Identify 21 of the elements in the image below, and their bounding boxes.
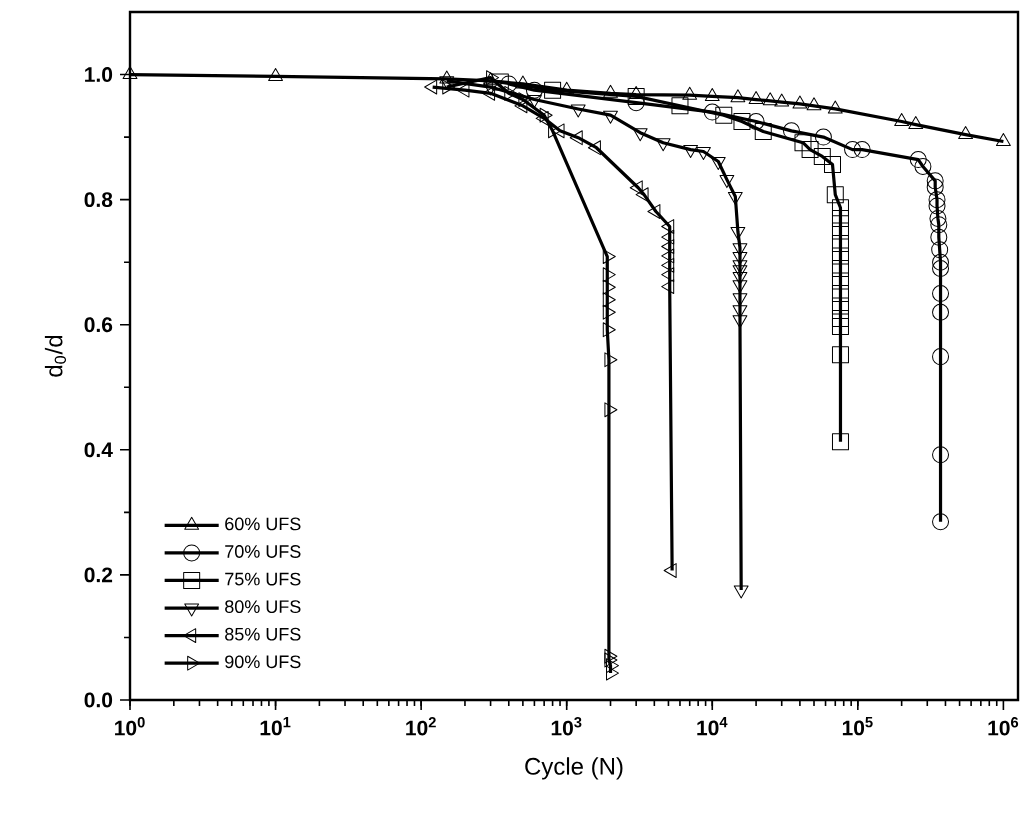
x-tick-label: 10$^{2}$: [406, 717, 436, 736]
y-tick-label: 0.6: [84, 317, 113, 333]
x-tick-label: 10$^{5}$: [842, 717, 873, 736]
x-tick-label: 10$^{6}$: [988, 717, 1019, 736]
legend-label: 90% UFS: [225, 655, 301, 669]
x-tick-label: 10$^{4}$: [697, 717, 728, 736]
x-tick-label: 10$^{3}$: [551, 717, 582, 736]
legend-label: 60% UFS: [225, 517, 301, 531]
legend-label: 85% UFS: [225, 627, 301, 641]
y-tick-label: 0.4: [84, 442, 113, 458]
x-tick-label: 10$^{0}$: [115, 717, 145, 736]
y-tick-label: 1.0: [85, 67, 113, 82]
y-tick-label: 0.0: [84, 692, 113, 708]
y-tick-label: 0.2: [84, 567, 113, 583]
x-axis-title: Cycle (N): [525, 757, 623, 780]
legend-label: 75% UFS: [225, 572, 301, 586]
legend-label: 70% UFS: [225, 545, 301, 558]
y-axis-title: d$_{0}$/d: [44, 335, 67, 377]
y-tick-label: 0.8: [84, 192, 113, 208]
legend-label: 80% UFS: [225, 600, 301, 614]
x-tick-label: 10$^{1}$: [260, 717, 291, 736]
